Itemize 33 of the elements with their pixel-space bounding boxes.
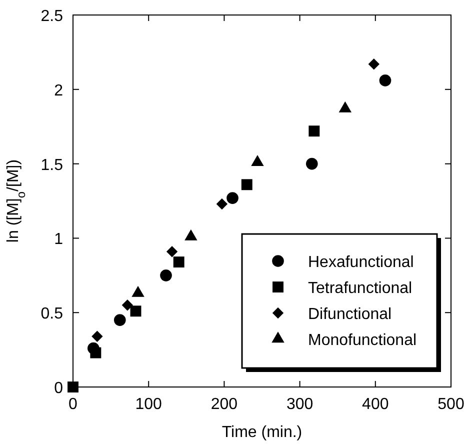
point xyxy=(308,126,320,137)
y-tick-label: 1 xyxy=(54,231,64,248)
point xyxy=(173,256,184,268)
point xyxy=(306,158,318,170)
point xyxy=(68,382,78,392)
y-tick-label: 0 xyxy=(54,380,64,397)
point xyxy=(166,246,178,258)
legend-label: Monofunctional xyxy=(308,332,417,349)
point xyxy=(368,58,380,70)
point xyxy=(90,347,102,358)
legend-label: Tetrafunctional xyxy=(308,280,412,297)
x-tick-label: 100 xyxy=(135,396,162,413)
point xyxy=(241,179,252,190)
point xyxy=(92,330,103,342)
x-tick-label: 0 xyxy=(68,396,78,413)
x-tick-label: 200 xyxy=(210,396,238,413)
point xyxy=(379,74,392,86)
x-tick-label: 500 xyxy=(438,396,464,413)
x-tick-label: 300 xyxy=(286,396,314,413)
legend-label: Hexafunctional xyxy=(308,254,414,271)
point xyxy=(226,192,238,204)
x-tick-label: 400 xyxy=(362,396,389,413)
x-axis-title: Time (min.) xyxy=(222,424,302,441)
point xyxy=(130,306,142,317)
y-tick-label: 1.5 xyxy=(40,156,64,174)
point xyxy=(216,198,228,210)
y-tick-label: 2.5 xyxy=(40,8,64,25)
point xyxy=(114,314,126,326)
y-tick-label: 2 xyxy=(54,82,64,100)
point xyxy=(122,300,134,311)
y-tick-label: 0.5 xyxy=(40,306,64,323)
point xyxy=(160,269,172,282)
legend-label: Difunctional xyxy=(308,306,392,323)
